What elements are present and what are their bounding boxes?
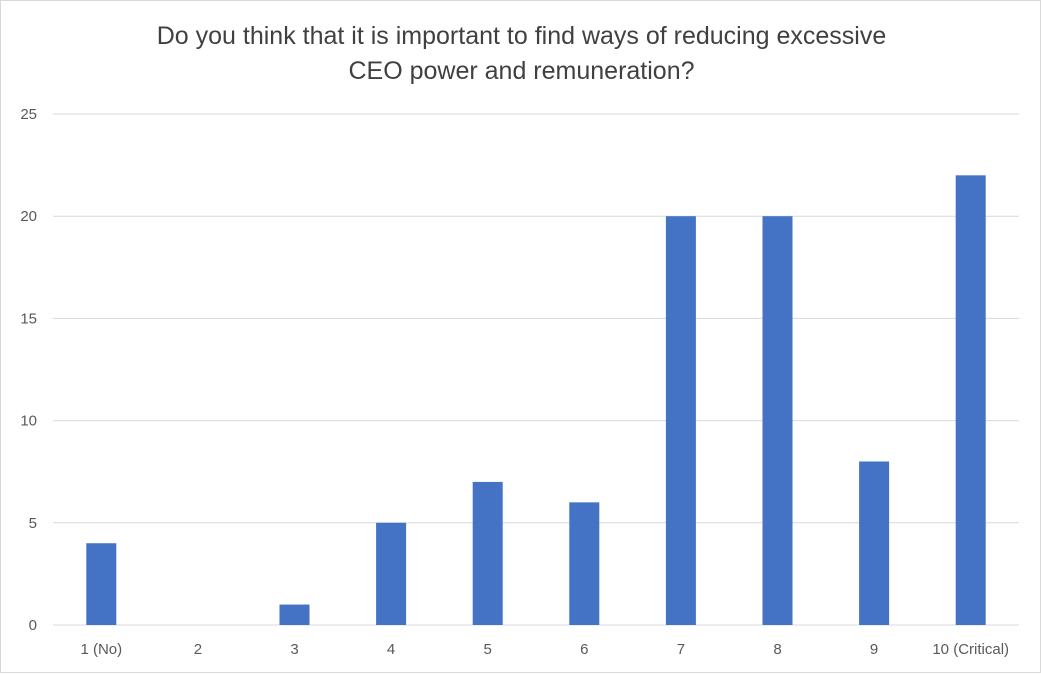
y-tick-label: 20 xyxy=(20,208,37,225)
y-tick-label: 5 xyxy=(29,515,37,532)
chart-title: Do you think that it is important to fin… xyxy=(1,19,1041,89)
x-tick-label: 9 xyxy=(870,641,878,658)
x-tick-label: 7 xyxy=(677,641,685,658)
bar xyxy=(762,216,793,625)
y-tick-label: 10 xyxy=(20,413,37,430)
gridlines xyxy=(53,113,1019,626)
x-tick-label: 6 xyxy=(580,641,588,658)
y-tick-label: 0 xyxy=(29,617,37,634)
chart-title-line-1: Do you think that it is important to fin… xyxy=(156,22,887,50)
bar xyxy=(955,175,986,625)
bar xyxy=(859,461,890,625)
x-tick-label: 5 xyxy=(484,641,492,658)
bar xyxy=(376,522,407,625)
bar xyxy=(665,216,696,625)
x-tick-label: 2 xyxy=(194,641,202,658)
x-tick-label: 1 (No) xyxy=(80,641,122,658)
x-tick-label: 8 xyxy=(773,641,781,658)
y-tick-label: 25 xyxy=(20,106,37,123)
x-axis-ticks: 1 (No) 2 3 4 5 6 7 8 9 10 (Critical) xyxy=(80,641,1009,658)
bar xyxy=(86,543,117,625)
bar xyxy=(472,481,503,625)
y-tick-label: 15 xyxy=(20,310,37,327)
bar xyxy=(279,604,310,625)
y-axis-ticks: 0 5 10 15 20 25 xyxy=(20,106,37,634)
x-tick-label: 10 (Critical) xyxy=(932,641,1009,658)
bar xyxy=(569,502,600,625)
x-tick-label: 3 xyxy=(290,641,298,658)
chart-title-line-2: CEO power and remuneration? xyxy=(348,57,695,85)
x-tick-label: 4 xyxy=(387,641,395,658)
bars xyxy=(86,175,986,625)
